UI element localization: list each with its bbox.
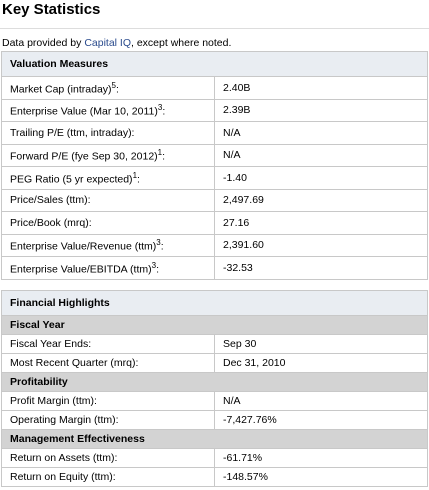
stat-label: Return on Equity (ttm): xyxy=(10,470,116,483)
stat-value: -32.53 xyxy=(214,256,428,280)
footnote-ref: 1 xyxy=(132,170,138,180)
stat-value: Sep 30 xyxy=(214,333,428,354)
stat-row: Operating Margin (ttm): -7,427.76% xyxy=(1,409,428,430)
stat-row: Profit Margin (ttm): N/A xyxy=(1,390,428,411)
stat-label-cell: Trailing P/E (ttm, intraday): xyxy=(1,121,215,145)
stat-row: Enterprise Value (Mar 10, 2011)3: 2.39B xyxy=(1,98,428,122)
stat-label: Enterprise Value/Revenue (ttm) xyxy=(10,240,157,253)
stat-value: 27.16 xyxy=(214,211,428,235)
stat-label: Fiscal Year Ends: xyxy=(10,337,92,350)
stat-label-cell: Market Cap (intraday)5: xyxy=(1,76,215,100)
stat-label: Profit Margin (ttm): xyxy=(10,394,97,407)
label-suffix: : xyxy=(116,83,119,95)
stat-row: Fiscal Year Ends: Sep 30 xyxy=(1,333,428,354)
table-title-row: Financial Highlights xyxy=(1,289,428,316)
label-suffix: : xyxy=(162,150,166,163)
footnote-ref: 3 xyxy=(157,103,163,112)
footnote-ref: 5 xyxy=(111,80,116,90)
stat-label: Price/Book (mrq): xyxy=(10,216,92,229)
table-title-row: Valuation Measures xyxy=(1,51,428,77)
stat-label: Forward P/E (fye Sep 30, 2012) xyxy=(10,150,158,163)
stat-value: -7,427.76% xyxy=(214,409,428,430)
stat-row: Return on Equity (ttm): -148.57% xyxy=(1,466,428,487)
stat-label: Return on Assets (ttm): xyxy=(10,451,118,464)
label-suffix: : xyxy=(162,105,166,118)
stat-value: 2,391.60 xyxy=(214,233,428,257)
stat-row: Price/Sales (ttm): 2,497.69 xyxy=(1,188,428,212)
stat-label-cell: Profit Margin (ttm): xyxy=(1,390,215,411)
stat-row: Price/Book (mrq): 27.16 xyxy=(1,211,428,235)
stat-label: Trailing P/E (ttm, intraday): xyxy=(10,126,135,139)
stat-row: Enterprise Value/EBITDA (ttm)3: -32.53 xyxy=(1,256,428,280)
footnote-ref: 1 xyxy=(157,148,163,157)
stat-value: N/A xyxy=(214,121,428,145)
stat-label-cell: Operating Margin (ttm): xyxy=(1,409,215,430)
stat-label: Price/Sales (ttm): xyxy=(10,194,91,207)
stat-value: N/A xyxy=(214,390,428,411)
stat-label-cell: PEG Ratio (5 yr expected)1: xyxy=(1,166,215,190)
stat-row: Forward P/E (fye Sep 30, 2012)1: N/A xyxy=(1,143,428,167)
stat-value: -61.71% xyxy=(214,447,428,468)
label-suffix: : xyxy=(156,263,159,275)
stat-label-cell: Return on Equity (ttm): xyxy=(1,466,215,487)
stat-value: 2.39B xyxy=(214,98,428,122)
label-suffix: : xyxy=(160,240,164,253)
stat-value: -1.40 xyxy=(214,166,428,190)
section-title-row: Management Effectiveness xyxy=(1,428,428,449)
section-title: Management Effectiveness xyxy=(1,428,428,449)
label-suffix: : xyxy=(137,173,140,185)
footnote-ref: 3 xyxy=(151,260,157,270)
stat-value: -148.57% xyxy=(214,466,428,487)
stat-label-cell: Price/Book (mrq): xyxy=(1,211,215,235)
stat-label: Market Cap (intraday) xyxy=(10,83,112,95)
valuation-table: Valuation Measures Market Cap (intraday)5… xyxy=(1,51,428,280)
page-title: Key Statistics xyxy=(0,0,429,29)
stat-label-cell: Enterprise Value (Mar 10, 2011)3: xyxy=(1,98,215,122)
stat-label-cell: Forward P/E (fye Sep 30, 2012)1: xyxy=(1,143,215,167)
section-title: Fiscal Year xyxy=(1,314,428,335)
stat-row: Most Recent Quarter (mrq): Dec 31, 2010 xyxy=(1,352,428,373)
stat-value: 2,497.69 xyxy=(214,188,428,212)
stat-label: Enterprise Value (Mar 10, 2011) xyxy=(10,105,158,118)
stat-value: 2.40B xyxy=(214,76,428,100)
source-note: Data provided by Capital IQ, except wher… xyxy=(2,37,429,51)
stat-label-cell: Most Recent Quarter (mrq): xyxy=(1,352,215,373)
stat-label-cell: Return on Assets (ttm): xyxy=(1,447,215,468)
stat-row: Trailing P/E (ttm, intraday): N/A xyxy=(1,121,428,145)
section-title-row: Profitability xyxy=(1,371,428,392)
stat-label-cell: Enterprise Value/EBITDA (ttm)3: xyxy=(1,256,215,280)
source-link[interactable]: Capital IQ xyxy=(84,37,131,49)
stat-label-cell: Enterprise Value/Revenue (ttm)3: xyxy=(1,233,215,257)
stat-row: PEG Ratio (5 yr expected)1: -1.40 xyxy=(1,166,428,190)
table-title: Valuation Measures xyxy=(1,51,428,77)
stat-row: Market Cap (intraday)5: 2.40B xyxy=(1,76,428,100)
financial-table: Financial Highlights Fiscal Year Fiscal Ye… xyxy=(1,289,428,487)
footnote-ref: 3 xyxy=(156,238,161,247)
table-title: Financial Highlights xyxy=(1,289,428,316)
stat-row: Enterprise Value/Revenue (ttm)3: 2,391.60 xyxy=(1,233,428,257)
stat-label-cell: Price/Sales (ttm): xyxy=(1,188,215,212)
source-suffix: , except where noted. xyxy=(131,37,232,49)
stat-value: Dec 31, 2010 xyxy=(214,352,428,373)
stat-value: N/A xyxy=(214,143,428,167)
stat-label: Most Recent Quarter (mrq): xyxy=(10,356,139,369)
stat-label: Operating Margin (ttm): xyxy=(10,413,119,426)
stat-label-cell: Fiscal Year Ends: xyxy=(1,333,215,354)
section-title: Profitability xyxy=(1,371,428,392)
section-title-row: Fiscal Year xyxy=(1,314,428,335)
stat-row: Return on Assets (ttm): -61.71% xyxy=(1,447,428,468)
stat-label: Enterprise Value/EBITDA (ttm) xyxy=(10,263,152,275)
source-prefix: Data provided by xyxy=(2,37,85,49)
stat-label: PEG Ratio (5 yr expected) xyxy=(10,173,133,185)
